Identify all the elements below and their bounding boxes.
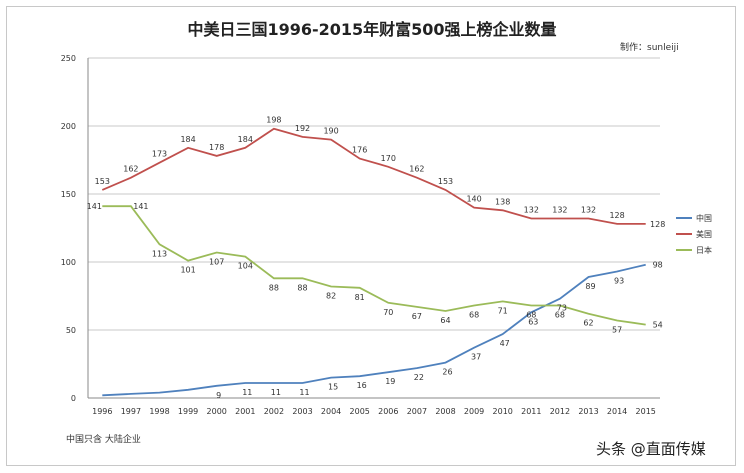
footnote: 中国只含 大陆企业: [66, 435, 141, 445]
x-tick-label: 2009: [464, 407, 484, 416]
data-label: 71: [498, 306, 508, 315]
data-label: 138: [495, 197, 510, 206]
x-tick-label: 2006: [378, 407, 398, 416]
y-tick-label: 100: [61, 258, 76, 267]
data-label: 141: [133, 202, 148, 211]
data-label: 82: [326, 291, 336, 300]
data-label: 104: [238, 262, 253, 271]
data-label: 101: [180, 266, 195, 275]
x-tick-label: 2007: [407, 407, 427, 416]
y-tick-label: 200: [61, 122, 76, 131]
data-label: 178: [209, 143, 224, 152]
x-tick-label: 2008: [435, 407, 455, 416]
chart-frame: [6, 6, 736, 466]
author-note: 制作：sunleiji: [620, 43, 679, 53]
x-tick-label: 2005: [350, 407, 370, 416]
data-label: 62: [583, 319, 593, 328]
x-tick-label: 2002: [264, 407, 284, 416]
data-label: 26: [442, 368, 452, 377]
data-label: 37: [471, 353, 481, 362]
data-label: 11: [242, 388, 252, 397]
data-label: 153: [438, 177, 453, 186]
series-line-日本: [102, 205, 646, 326]
data-label: 128: [650, 220, 665, 229]
y-tick-label: 250: [61, 54, 76, 63]
data-label: 140: [466, 195, 481, 204]
data-label: 81: [355, 293, 365, 302]
data-label: 184: [238, 135, 253, 144]
data-label: 192: [295, 124, 310, 133]
data-label: 107: [209, 257, 224, 266]
data-label: 98: [653, 261, 663, 270]
x-tick-label: 2001: [235, 407, 255, 416]
y-tick-label: 0: [71, 394, 76, 403]
data-label: 132: [552, 205, 567, 214]
x-tick-label: 2004: [321, 407, 341, 416]
data-label: 73: [557, 304, 567, 313]
x-tick-label: 2011: [521, 407, 541, 416]
data-label: 9: [216, 391, 221, 400]
x-tick-label: 2000: [207, 407, 227, 416]
data-label: 132: [581, 205, 596, 214]
data-label: 54: [653, 321, 663, 330]
x-tick-label: 2012: [550, 407, 570, 416]
data-label: 198: [266, 116, 281, 125]
data-label: 153: [95, 177, 110, 186]
series-line-美国: [101, 127, 646, 225]
data-label: 89: [585, 282, 595, 291]
data-label: 170: [381, 154, 396, 163]
data-label: 47: [500, 339, 510, 348]
data-label: 162: [123, 165, 138, 174]
data-label: 70: [383, 308, 393, 317]
data-label: 22: [414, 373, 424, 382]
data-label: 173: [152, 150, 167, 159]
x-tick-label: 1997: [121, 407, 141, 416]
legend-label: 中国: [696, 213, 712, 223]
data-label: 68: [555, 311, 565, 320]
legend-label: 日本: [696, 245, 712, 255]
x-tick-label: 2013: [578, 407, 598, 416]
watermark: 头条 @直面传媒: [596, 440, 706, 458]
data-label: 68: [526, 311, 536, 320]
data-label: 184: [180, 135, 195, 144]
x-tick-label: 1999: [178, 407, 198, 416]
data-label: 93: [614, 277, 624, 286]
data-label: 57: [612, 325, 622, 334]
data-label: 176: [352, 146, 367, 155]
x-tick-label: 2003: [292, 407, 312, 416]
data-label: 11: [271, 388, 281, 397]
x-tick-label: 1998: [149, 407, 169, 416]
data-label: 68: [469, 311, 479, 320]
data-label: 162: [409, 165, 424, 174]
data-label: 113: [152, 249, 167, 258]
x-tick-label: 2015: [636, 407, 656, 416]
data-label: 88: [269, 283, 279, 292]
x-tick-label: 2010: [493, 407, 513, 416]
x-tick-label: 1996: [92, 407, 112, 416]
data-label: 190: [323, 127, 338, 136]
data-label: 19: [385, 377, 395, 386]
y-tick-label: 150: [61, 190, 76, 199]
data-label: 64: [440, 316, 450, 325]
data-label: 128: [609, 211, 624, 220]
chart-title: 中美日三国1996-2015年财富500强上榜企业数量: [187, 20, 557, 39]
data-label: 88: [297, 283, 307, 292]
data-label: 141: [87, 202, 102, 211]
data-label: 63: [528, 317, 538, 326]
data-label: 67: [412, 312, 422, 321]
data-label: 11: [299, 388, 309, 397]
data-label: 16: [357, 381, 367, 390]
legend-label: 美国: [696, 229, 712, 239]
y-tick-label: 50: [66, 326, 76, 335]
x-tick-label: 2014: [607, 407, 627, 416]
data-label: 132: [524, 205, 539, 214]
series-line-中国: [102, 263, 646, 397]
data-label: 15: [328, 383, 338, 392]
